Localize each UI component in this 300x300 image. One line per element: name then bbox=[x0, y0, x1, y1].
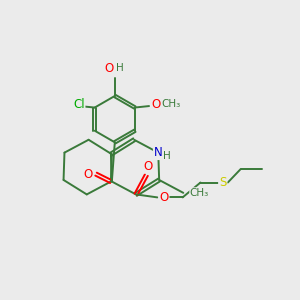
Text: O: O bbox=[83, 168, 92, 181]
Text: CH₃: CH₃ bbox=[190, 188, 209, 198]
Text: O: O bbox=[159, 191, 169, 204]
Text: H: H bbox=[116, 63, 124, 73]
Text: O: O bbox=[105, 61, 114, 74]
Text: O: O bbox=[151, 98, 160, 111]
Text: CH₃: CH₃ bbox=[162, 99, 181, 109]
Text: N: N bbox=[154, 146, 163, 159]
Text: O: O bbox=[143, 160, 152, 173]
Text: Cl: Cl bbox=[73, 98, 85, 111]
Text: S: S bbox=[219, 176, 226, 189]
Text: H: H bbox=[163, 151, 170, 161]
